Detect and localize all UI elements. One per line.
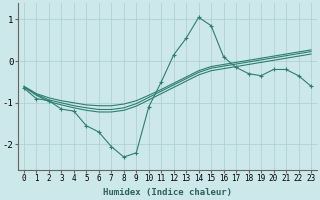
X-axis label: Humidex (Indice chaleur): Humidex (Indice chaleur) <box>103 188 232 197</box>
